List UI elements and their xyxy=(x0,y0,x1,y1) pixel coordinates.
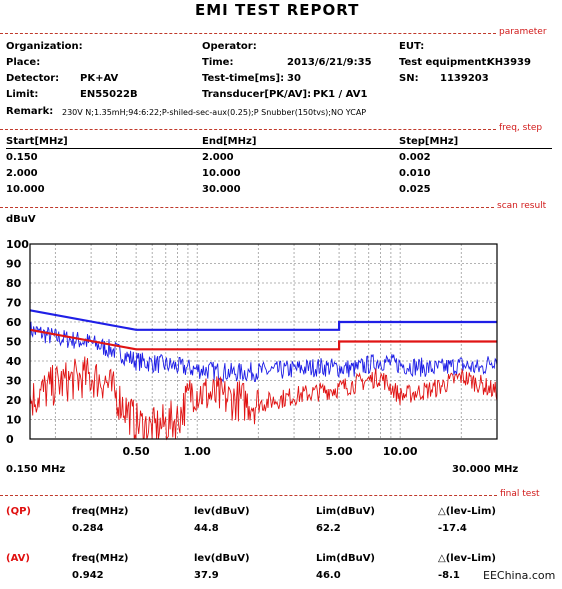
av-header-lim: Lim(dBuV) xyxy=(316,553,375,564)
av-value-lev: 37.9 xyxy=(194,570,219,581)
equipment-value: KH3939 xyxy=(487,57,531,68)
freq-row-3-end: 30.000 xyxy=(202,184,241,195)
y-tick-label: 0 xyxy=(6,433,14,446)
series-trace-av xyxy=(29,356,498,441)
x-tick-label: 0.50 xyxy=(123,445,150,458)
remark-value: 230V N;1.35mH;94:6:22;P-shiled-sec-aux(0… xyxy=(62,108,367,117)
qp-header-freq: freq(MHz) xyxy=(72,506,129,517)
qp-value-delta: -17.4 xyxy=(438,523,467,534)
time-value: 2013/6/21/9:35 xyxy=(287,57,372,68)
transducer-label: Transducer[PK/AV]: xyxy=(202,89,312,100)
freq-row-3-step: 0.025 xyxy=(399,184,431,195)
av-value-delta: -8.1 xyxy=(438,570,460,581)
x-axis-start-label: 0.150 MHz xyxy=(6,464,66,475)
plot-frame xyxy=(29,243,498,440)
sn-label: SN: xyxy=(399,73,419,84)
av-header-freq: freq(MHz) xyxy=(72,553,129,564)
sn-value: 1139203 xyxy=(440,73,489,84)
equipment-label: Test equipment: xyxy=(399,57,491,68)
y-axis-unit-label: dBuV xyxy=(6,214,36,225)
freq-header-start: Start[MHz] xyxy=(6,136,68,147)
scan-result-section-tag: scan result xyxy=(494,201,547,211)
y-tick-label: 50 xyxy=(6,336,22,349)
av-value-freq: 0.942 xyxy=(72,570,104,581)
y-tick-label: 80 xyxy=(6,277,22,290)
eut-label: EUT: xyxy=(399,41,425,52)
x-tick-label: 10.00 xyxy=(383,445,418,458)
x-tick-label: 5.00 xyxy=(326,445,353,458)
qp-header-lev: lev(dBuV) xyxy=(194,506,250,517)
remark-label: Remark: xyxy=(6,106,54,117)
av-tag: (AV) xyxy=(6,553,30,564)
final-test-section-tag: final test xyxy=(497,489,540,499)
freq-row-2-step: 0.010 xyxy=(399,168,431,179)
operator-label: Operator: xyxy=(202,41,257,52)
limit-line xyxy=(29,309,497,331)
y-tick-label: 20 xyxy=(6,394,22,407)
testtime-label: Test-time[ms]: xyxy=(202,73,285,84)
x-axis-end-label: 30.000 MHz xyxy=(452,464,519,475)
report-title: EMI TEST REPORT xyxy=(195,1,360,19)
place-label: Place: xyxy=(6,57,41,68)
qp-value-freq: 0.284 xyxy=(72,523,104,534)
freq-row-3-start: 10.000 xyxy=(6,184,45,195)
detector-label: Detector: xyxy=(6,73,60,84)
qp-header-lim: Lim(dBuV) xyxy=(316,506,375,517)
qp-value-lim: 62.2 xyxy=(316,523,341,534)
y-tick-label: 30 xyxy=(6,375,22,388)
emi-scan-chart: 0 10 20 30 40 50 60 70 80 90 100 0.50 1.00 5.00 10.00 xyxy=(6,238,498,458)
final-test-divider xyxy=(0,495,497,496)
y-tick-label: 100 xyxy=(6,238,29,251)
limit-line xyxy=(29,328,497,351)
watermark: EEChina.com xyxy=(483,569,556,582)
x-tick-label: 1.00 xyxy=(184,445,211,458)
parameter-section-tag: parameter xyxy=(496,27,547,37)
av-header-delta: △(lev-Lim) xyxy=(438,553,496,564)
series-trace-pk xyxy=(29,321,498,383)
freq-row-1-start: 0.150 xyxy=(6,152,38,163)
testtime-value: 30 xyxy=(287,73,301,84)
freq-header-step: Step[MHz] xyxy=(399,136,459,147)
detector-value: PK+AV xyxy=(80,73,119,84)
freq-step-divider xyxy=(0,129,496,130)
y-tick-label: 60 xyxy=(6,316,22,329)
freq-header-end: End[MHz] xyxy=(202,136,257,147)
freq-row-1-step: 0.002 xyxy=(399,152,431,163)
transducer-value: PK1 / AV1 xyxy=(313,89,368,100)
parameter-divider xyxy=(0,33,496,34)
organization-label: Organization: xyxy=(6,41,83,52)
freq-row-1-end: 2.000 xyxy=(202,152,234,163)
qp-value-lev: 44.8 xyxy=(194,523,219,534)
av-value-lim: 46.0 xyxy=(316,570,341,581)
qp-tag: (QP) xyxy=(6,506,31,517)
y-tick-label: 40 xyxy=(6,355,22,368)
freq-header-underline xyxy=(6,148,552,149)
limit-value: EN55022B xyxy=(80,89,138,100)
limit-label: Limit: xyxy=(6,89,39,100)
time-label: Time: xyxy=(202,57,234,68)
scan-result-divider xyxy=(0,207,494,208)
av-header-lev: lev(dBuV) xyxy=(194,553,250,564)
freq-step-section-tag: freq, step xyxy=(496,123,543,133)
y-tick-label: 10 xyxy=(6,414,22,427)
y-tick-label: 70 xyxy=(6,297,22,310)
freq-row-2-end: 10.000 xyxy=(202,168,241,179)
freq-row-2-start: 2.000 xyxy=(6,168,38,179)
qp-header-delta: △(lev-Lim) xyxy=(438,506,496,517)
y-tick-label: 90 xyxy=(6,258,22,271)
